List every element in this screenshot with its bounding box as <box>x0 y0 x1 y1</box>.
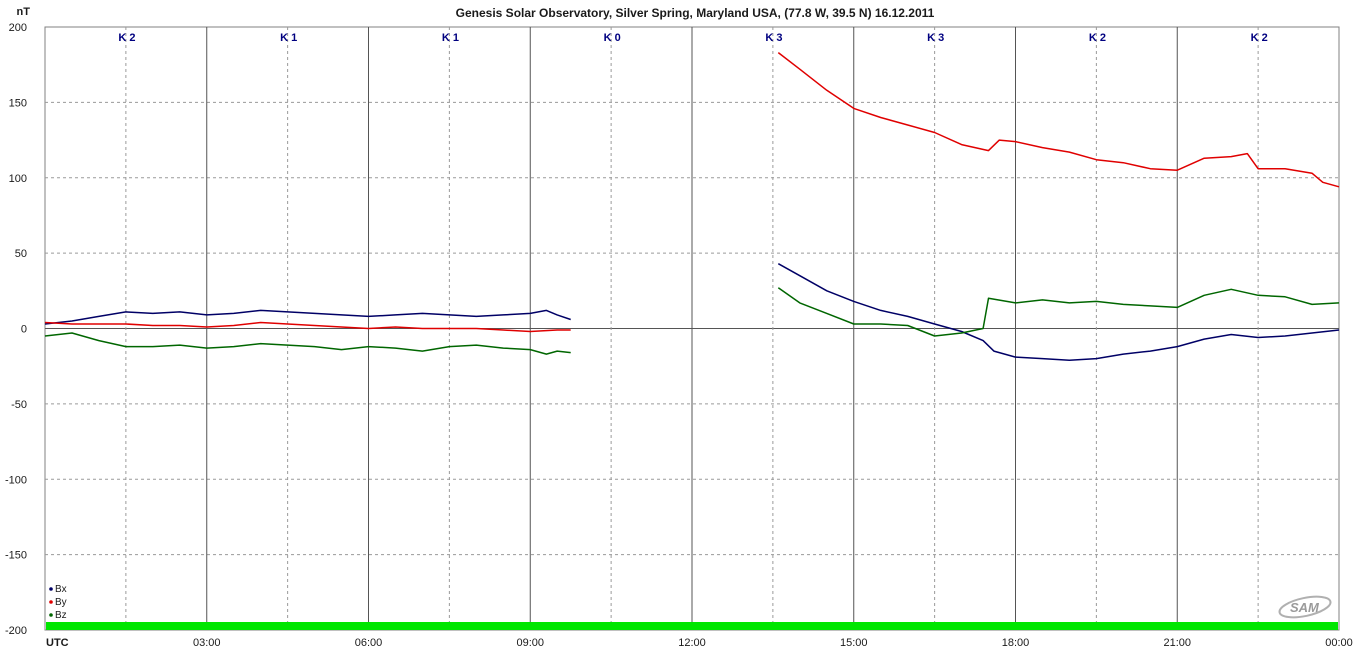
status-bar <box>46 622 1338 630</box>
k-index-label: K 3 <box>927 32 944 44</box>
x-tick-label: 21:00 <box>1163 637 1191 649</box>
k-index-label: K 0 <box>604 32 621 44</box>
x-tick-label: 09:00 <box>516 637 544 649</box>
k-index-label: K 1 <box>280 32 297 44</box>
y-tick-label: -150 <box>5 550 27 562</box>
series-line-bx <box>44 309 571 325</box>
y-tick-label: 0 <box>21 324 27 336</box>
x-axis-ticks: UTC 03:00 06:00 09:00 12:00 15:00 18:00 21:00 00… <box>46 637 1353 649</box>
k-index-labels: K 2 K 1 K 1 K 0 K 3 K 3 K 2 K 2 <box>118 32 1267 44</box>
y-tick-label: 100 <box>9 173 27 185</box>
series-lines <box>44 52 1340 361</box>
legend: Bx By Bz <box>49 584 67 621</box>
legend-marker-bz <box>49 613 53 617</box>
legend-marker-by <box>49 600 53 604</box>
y-tick-label: -200 <box>5 625 27 637</box>
chart-title: Genesis Solar Observatory, Silver Spring… <box>456 6 935 20</box>
series-line-bz <box>44 332 571 355</box>
series-line-by <box>777 52 1340 188</box>
series-line-bx <box>777 263 1340 361</box>
y-tick-label: -50 <box>11 399 27 411</box>
x-tick-label: 12:00 <box>678 637 706 649</box>
k-index-label: K 2 <box>1251 32 1268 44</box>
x-tick-label: 15:00 <box>840 637 868 649</box>
legend-marker-bx <box>49 587 53 591</box>
sam-logo: SAM <box>1278 595 1332 619</box>
x-tick-label: 18:00 <box>1002 637 1030 649</box>
grid-lines <box>45 27 1339 630</box>
logo-text: SAM <box>1290 600 1320 615</box>
legend-entry-bx: Bx <box>55 584 67 595</box>
y-tick-label: 150 <box>9 97 27 109</box>
y-tick-label: 200 <box>9 22 27 34</box>
x-tick-label: 00:00 <box>1325 637 1353 649</box>
series-line-bz <box>777 287 1340 337</box>
k-index-label: K 1 <box>442 32 459 44</box>
k-index-label: K 2 <box>1089 32 1106 44</box>
k-index-label: K 2 <box>118 32 135 44</box>
legend-entry-by: By <box>55 597 67 608</box>
k-index-label: K 3 <box>765 32 782 44</box>
x-tick-label: 03:00 <box>193 637 221 649</box>
x-axis-label: UTC <box>46 637 69 649</box>
legend-entry-bz: Bz <box>55 610 67 621</box>
x-tick-label: 06:00 <box>355 637 383 649</box>
series-line-by <box>44 321 571 333</box>
y-tick-label: -100 <box>5 474 27 486</box>
y-tick-label: 50 <box>15 248 27 260</box>
y-axis-unit-label: nT <box>17 6 31 18</box>
y-axis-ticks: 200 150 100 50 0 -50 -100 -150 -200 <box>5 22 27 637</box>
